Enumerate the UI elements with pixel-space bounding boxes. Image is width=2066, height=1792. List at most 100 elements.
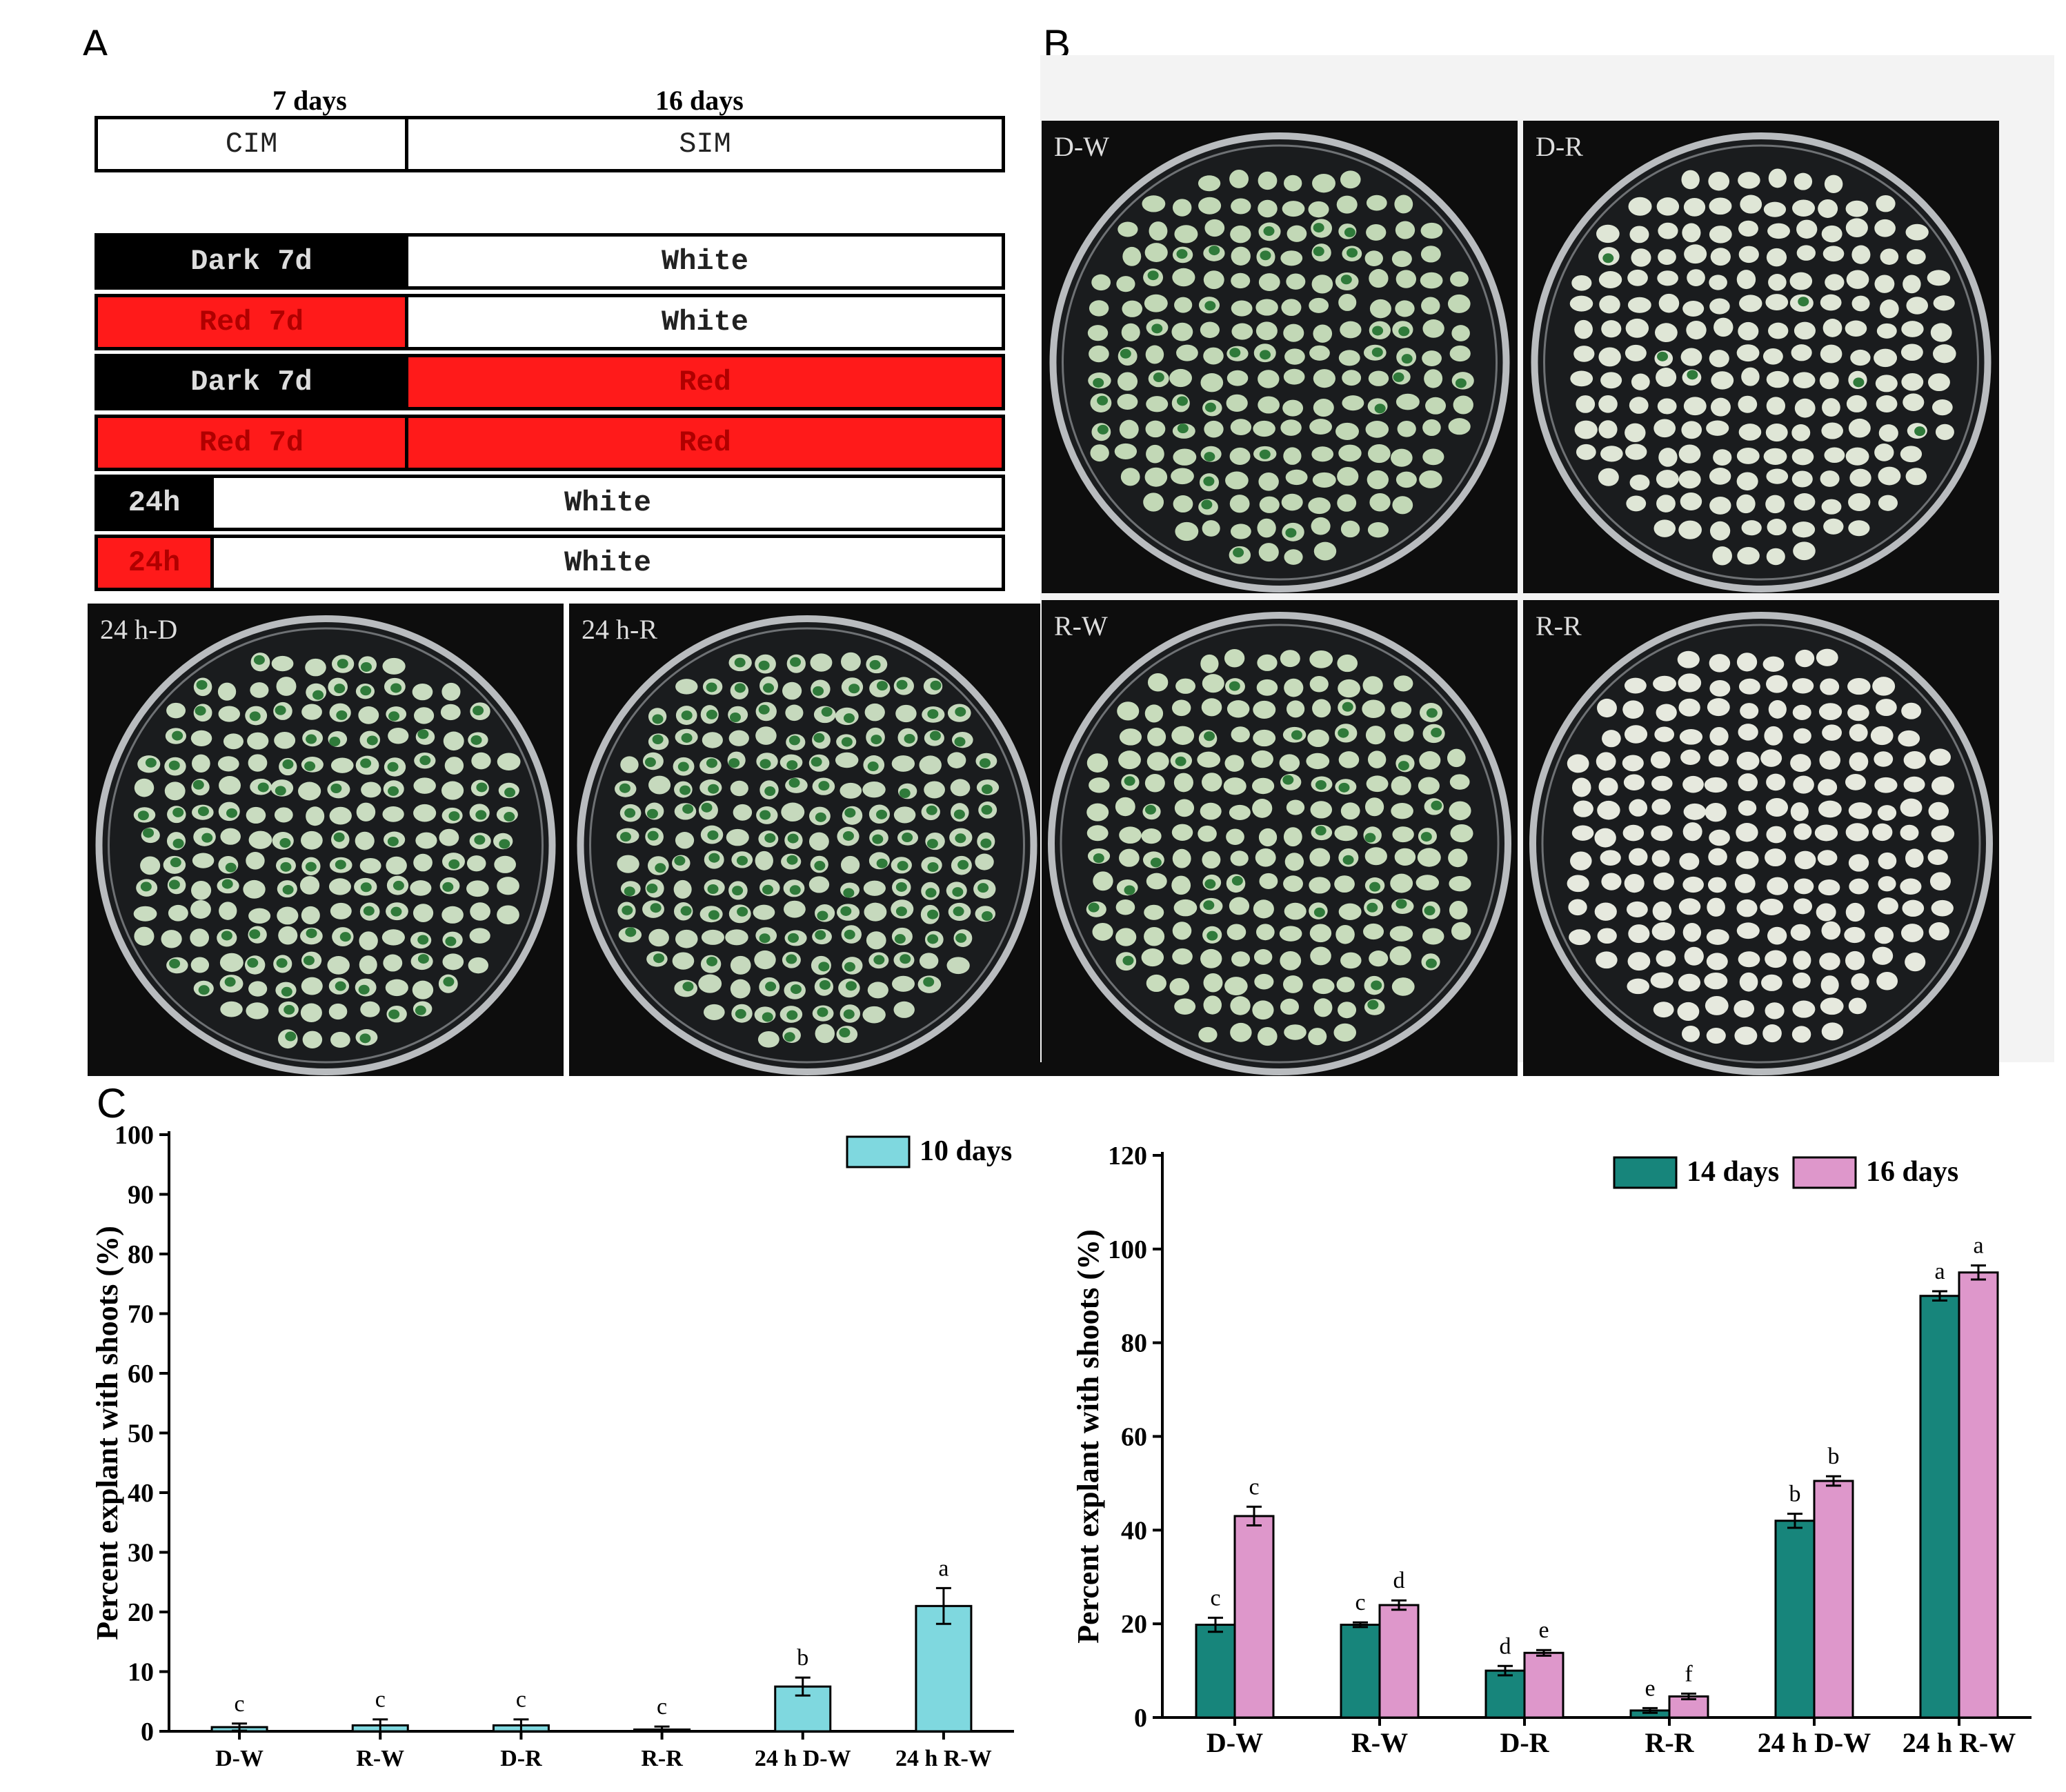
explant bbox=[1878, 852, 1897, 870]
shoot bbox=[1201, 499, 1213, 510]
explant bbox=[1845, 200, 1869, 217]
explant bbox=[1172, 268, 1195, 287]
x-tick-label: 24 h D-W bbox=[1758, 1727, 1871, 1758]
explant bbox=[675, 929, 698, 948]
explant bbox=[1658, 249, 1676, 266]
explant bbox=[1571, 825, 1594, 841]
shoot bbox=[1315, 779, 1327, 790]
shoot bbox=[790, 984, 802, 995]
explant bbox=[1449, 345, 1471, 362]
explant bbox=[840, 782, 862, 799]
explant bbox=[1683, 803, 1707, 820]
explant bbox=[1417, 848, 1441, 867]
explant bbox=[1391, 776, 1411, 795]
shoot bbox=[815, 812, 826, 822]
explant bbox=[1115, 797, 1135, 817]
y-tick-label: 70 bbox=[128, 1300, 154, 1329]
explant bbox=[1119, 826, 1142, 844]
shoot bbox=[359, 1033, 371, 1044]
explant bbox=[1682, 822, 1702, 842]
explant bbox=[168, 904, 188, 922]
explant bbox=[246, 852, 265, 870]
explant bbox=[1765, 797, 1789, 817]
explant bbox=[1741, 520, 1762, 536]
explant bbox=[355, 831, 375, 850]
shoot bbox=[764, 786, 776, 797]
explant bbox=[1710, 397, 1731, 417]
explant bbox=[1704, 777, 1727, 793]
shoot bbox=[336, 710, 348, 720]
explant bbox=[1706, 420, 1729, 436]
explant bbox=[1738, 724, 1758, 741]
explant bbox=[1736, 447, 1760, 464]
explant bbox=[1171, 824, 1193, 841]
explant bbox=[1312, 472, 1336, 488]
shoot bbox=[140, 882, 152, 892]
shoot bbox=[366, 735, 378, 746]
explant bbox=[1876, 395, 1898, 412]
explant bbox=[1172, 922, 1192, 940]
explant bbox=[1874, 777, 1898, 793]
shoot bbox=[818, 962, 830, 972]
explant bbox=[975, 853, 994, 870]
explant bbox=[1255, 924, 1275, 941]
shoot bbox=[360, 686, 372, 696]
shoot bbox=[845, 981, 857, 991]
shoot bbox=[1233, 548, 1244, 558]
explant bbox=[1174, 998, 1196, 1015]
explant bbox=[1197, 751, 1221, 768]
explant bbox=[1570, 370, 1593, 387]
explant bbox=[1872, 677, 1896, 696]
explant bbox=[1845, 447, 1869, 466]
shoot bbox=[221, 879, 233, 889]
explant bbox=[1714, 317, 1734, 337]
explant bbox=[1796, 245, 1816, 261]
shoot bbox=[337, 659, 348, 669]
schedule-row: Red 7d Red bbox=[95, 415, 1005, 471]
explant bbox=[1844, 926, 1865, 944]
explant bbox=[1794, 492, 1816, 511]
explant bbox=[246, 1002, 269, 1019]
shoot bbox=[619, 832, 631, 842]
explant bbox=[388, 727, 409, 744]
shoot bbox=[894, 934, 906, 944]
schedule-post-treatment: Red bbox=[408, 357, 1002, 407]
explant bbox=[1789, 272, 1813, 290]
shoot bbox=[787, 833, 799, 844]
explant bbox=[1927, 270, 1951, 286]
explant bbox=[947, 752, 966, 768]
explant bbox=[1313, 324, 1333, 343]
explant bbox=[1230, 1022, 1252, 1042]
explant bbox=[1819, 953, 1840, 970]
explant bbox=[1900, 824, 1919, 841]
explant bbox=[1624, 873, 1645, 893]
x-tick-label: R-R bbox=[641, 1746, 683, 1771]
explant bbox=[1791, 1026, 1811, 1043]
shoot bbox=[1602, 253, 1614, 263]
schedule-post-treatment: Red bbox=[408, 418, 1002, 468]
schedule-post-treatment: White bbox=[408, 237, 1002, 286]
explant bbox=[1738, 773, 1758, 792]
explant bbox=[1708, 848, 1727, 866]
explant bbox=[1768, 274, 1787, 291]
explant bbox=[895, 704, 917, 723]
shoot bbox=[390, 906, 402, 917]
explant bbox=[1905, 223, 1929, 241]
plate-label: D-W bbox=[1054, 131, 1109, 162]
explant bbox=[1086, 803, 1109, 822]
explant bbox=[1089, 300, 1109, 317]
shoot bbox=[1176, 249, 1188, 259]
y-axis-label: Percent explant with shoots (%) bbox=[1071, 1229, 1105, 1643]
explant bbox=[1790, 802, 1809, 822]
explant bbox=[1175, 678, 1196, 694]
explant bbox=[1738, 951, 1760, 968]
explant bbox=[1281, 299, 1302, 317]
explant bbox=[1574, 319, 1593, 339]
explant bbox=[1708, 171, 1730, 191]
shoot bbox=[197, 806, 209, 817]
explant bbox=[1765, 950, 1787, 968]
explant bbox=[1875, 375, 1898, 392]
explant bbox=[328, 878, 351, 895]
explant bbox=[1736, 899, 1758, 917]
explant bbox=[1141, 828, 1162, 844]
